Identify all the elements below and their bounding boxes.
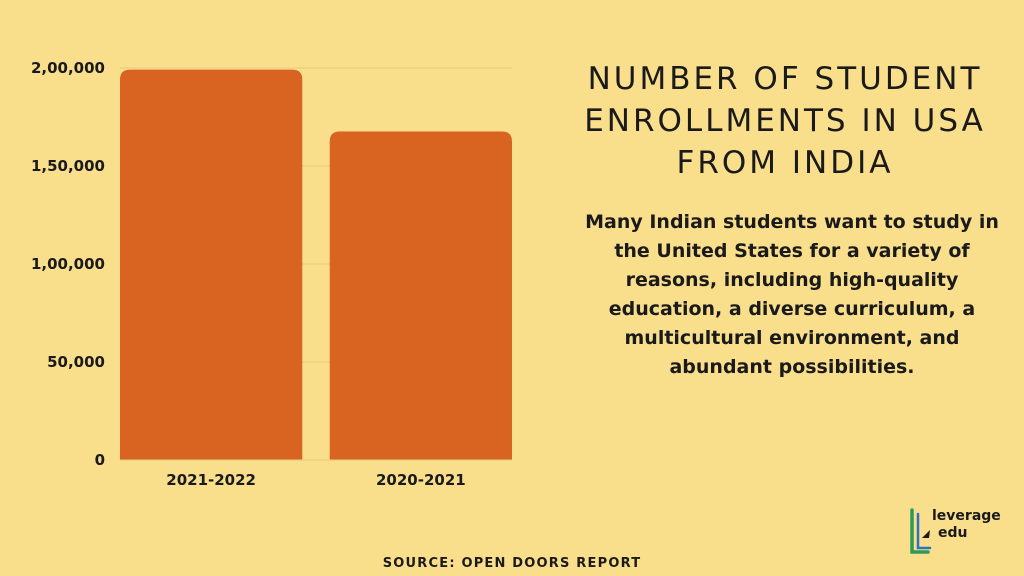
bar	[329, 131, 512, 460]
enrollment-bar-chart: 0 50,000 1,00,000 1,50,000 2,00,000 2021-2022…	[31, 59, 512, 489]
y-tick-label: 1,50,000	[31, 157, 105, 175]
source-caption: SOURCE: OPEN DOORS REPORT	[382, 556, 642, 571]
logo-word-edu: edu	[938, 525, 968, 541]
chart-heading: NUMBER OF STUDENT ENROLLMENTS IN USA FRO…	[584, 61, 986, 181]
logo-word-leverage: leverage	[932, 508, 1001, 524]
y-tick-label: 0	[95, 451, 105, 469]
y-tick-label: 2,00,000	[31, 59, 105, 77]
brand-logo: leverage edu	[908, 504, 1016, 558]
x-tick-label: 2020-2021	[376, 471, 466, 489]
leverage-edu-logo-icon	[910, 508, 932, 554]
bar	[120, 69, 303, 461]
y-tick-label: 50,000	[47, 353, 105, 371]
x-tick-label: 2021-2022	[166, 471, 256, 489]
description-text: Many Indian students want to study in th…	[585, 211, 999, 378]
y-tick-label: 1,00,000	[31, 255, 105, 273]
